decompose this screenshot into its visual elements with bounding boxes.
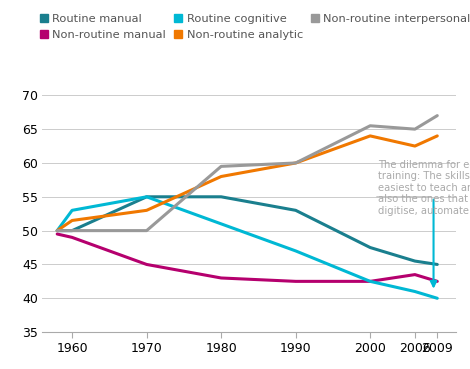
Legend: Routine manual, Non-routine manual, Routine cognitive, Non-routine analytic, Non: Routine manual, Non-routine manual, Rout… — [40, 14, 470, 39]
Text: The dilemma for education and
training: The skills that are
easiest to teach and: The dilemma for education and training: … — [378, 159, 470, 216]
